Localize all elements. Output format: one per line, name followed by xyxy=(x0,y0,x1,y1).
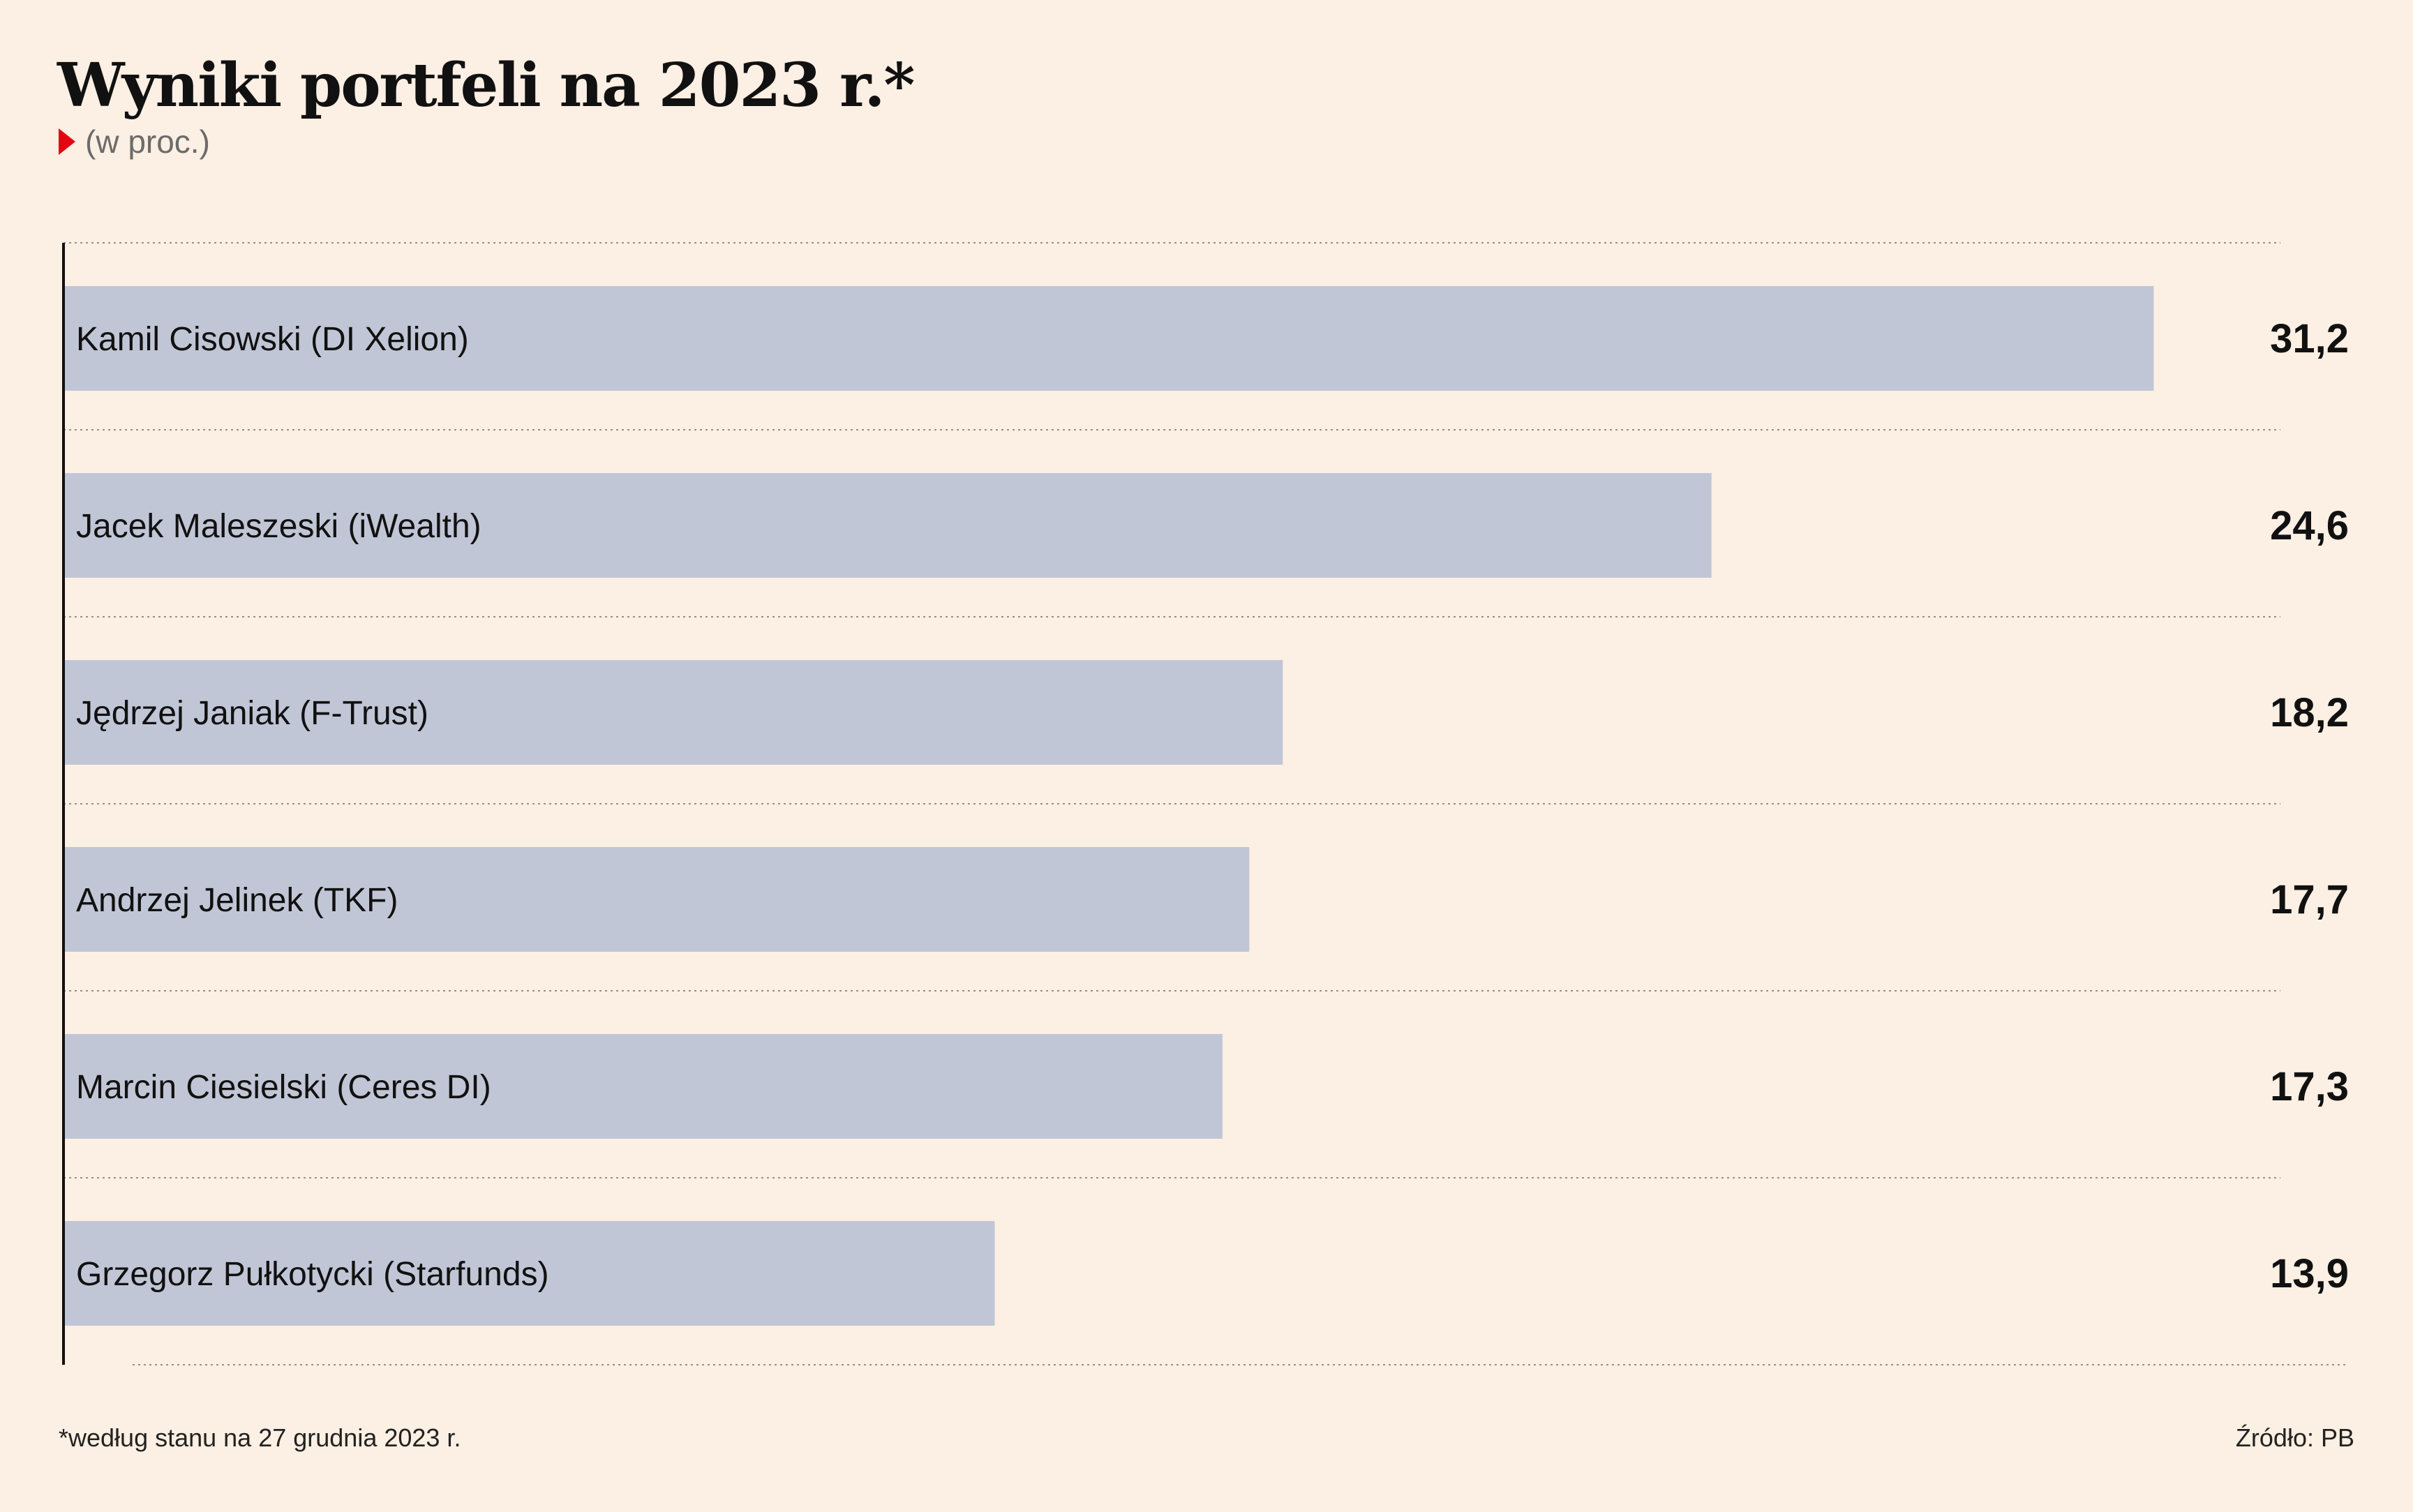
category-label: Kamil Cisowski (DI Xelion) xyxy=(76,321,469,358)
triangle-marker-icon xyxy=(59,128,75,155)
category-label: Jacek Maleszeski (iWealth) xyxy=(76,508,481,545)
value-label: 18,2 xyxy=(2270,690,2349,735)
category-label: Grzegorz Pułkotycki (Starfunds) xyxy=(76,1256,549,1293)
bar xyxy=(64,660,1283,765)
value-label: 13,9 xyxy=(2270,1251,2349,1296)
chart-title: Wyniki portfeli na 2023 r.* xyxy=(57,50,915,121)
chart-subtitle: (w proc.) xyxy=(59,123,210,160)
value-label: 24,6 xyxy=(2270,503,2349,548)
category-label: Andrzej Jelinek (TKF) xyxy=(76,882,398,919)
bar xyxy=(64,473,1712,578)
value-label: 17,3 xyxy=(2270,1064,2349,1109)
category-label: Marcin Ciesielski (Ceres DI) xyxy=(76,1069,491,1106)
value-label: 17,7 xyxy=(2270,877,2349,922)
bar xyxy=(64,286,2154,391)
source-label: Źródło: PB xyxy=(2235,1423,2354,1452)
value-label: 31,2 xyxy=(2270,316,2349,361)
bar xyxy=(64,847,1250,952)
unit-label: (w proc.) xyxy=(85,123,210,160)
category-label: Jędrzej Janiak (F-Trust) xyxy=(76,695,428,732)
bar xyxy=(64,1034,1223,1139)
footnote: *według stanu na 27 grudnia 2023 r. xyxy=(59,1423,461,1452)
bar xyxy=(64,1221,995,1326)
